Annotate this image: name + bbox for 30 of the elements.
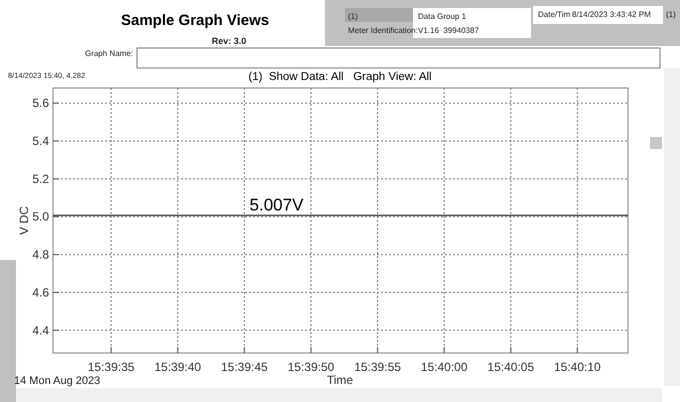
x-tick-label: 15:39:55 (354, 360, 402, 374)
y-tick-label: 4.4 (32, 323, 50, 338)
x-tick-label: 15:40:10 (554, 360, 602, 374)
x-tick-label: 15:40:00 (420, 360, 468, 374)
x-tick-label: 15:39:45 (220, 360, 268, 374)
text: Data Group 1 (418, 12, 467, 21)
chart-subtitle: (1) Show Data: All Graph View: All (248, 71, 432, 83)
text: Rev: 3.0 (212, 36, 246, 46)
x-tick-label: 15:39:35 (88, 360, 135, 374)
text: 14 Mon Aug 2023 (14, 375, 100, 387)
y-tick-label: 5.4 (32, 134, 50, 148)
text: (1) (348, 12, 358, 21)
y-tick-label: 4.6 (32, 285, 50, 300)
y-tick-label: 5.6 (32, 96, 50, 110)
text: Graph Name: (84, 49, 133, 58)
y-tick-label: 4.8 (32, 248, 50, 262)
text: V1.16 39940387 (418, 26, 480, 35)
x-axis-title: Time (326, 373, 354, 387)
text: Meter Identification: (348, 26, 418, 35)
y-tick-label: 5.2 (32, 172, 50, 186)
x-tick-label: 15:40:05 (487, 360, 534, 374)
annotation: 5.007V (250, 195, 304, 214)
y-tick-label: 5.0 (32, 210, 50, 224)
text: (1) (666, 10, 676, 19)
text: Date/Tim (538, 10, 570, 19)
text: 8/14/2023 3:43:42 PM (572, 10, 652, 19)
y-axis-title: V DC (17, 206, 31, 235)
x-tick-label: 15:39:40 (154, 360, 202, 374)
chart-title: Sample Graph Views (121, 12, 270, 29)
x-tick-label: 15:39:50 (288, 360, 335, 374)
